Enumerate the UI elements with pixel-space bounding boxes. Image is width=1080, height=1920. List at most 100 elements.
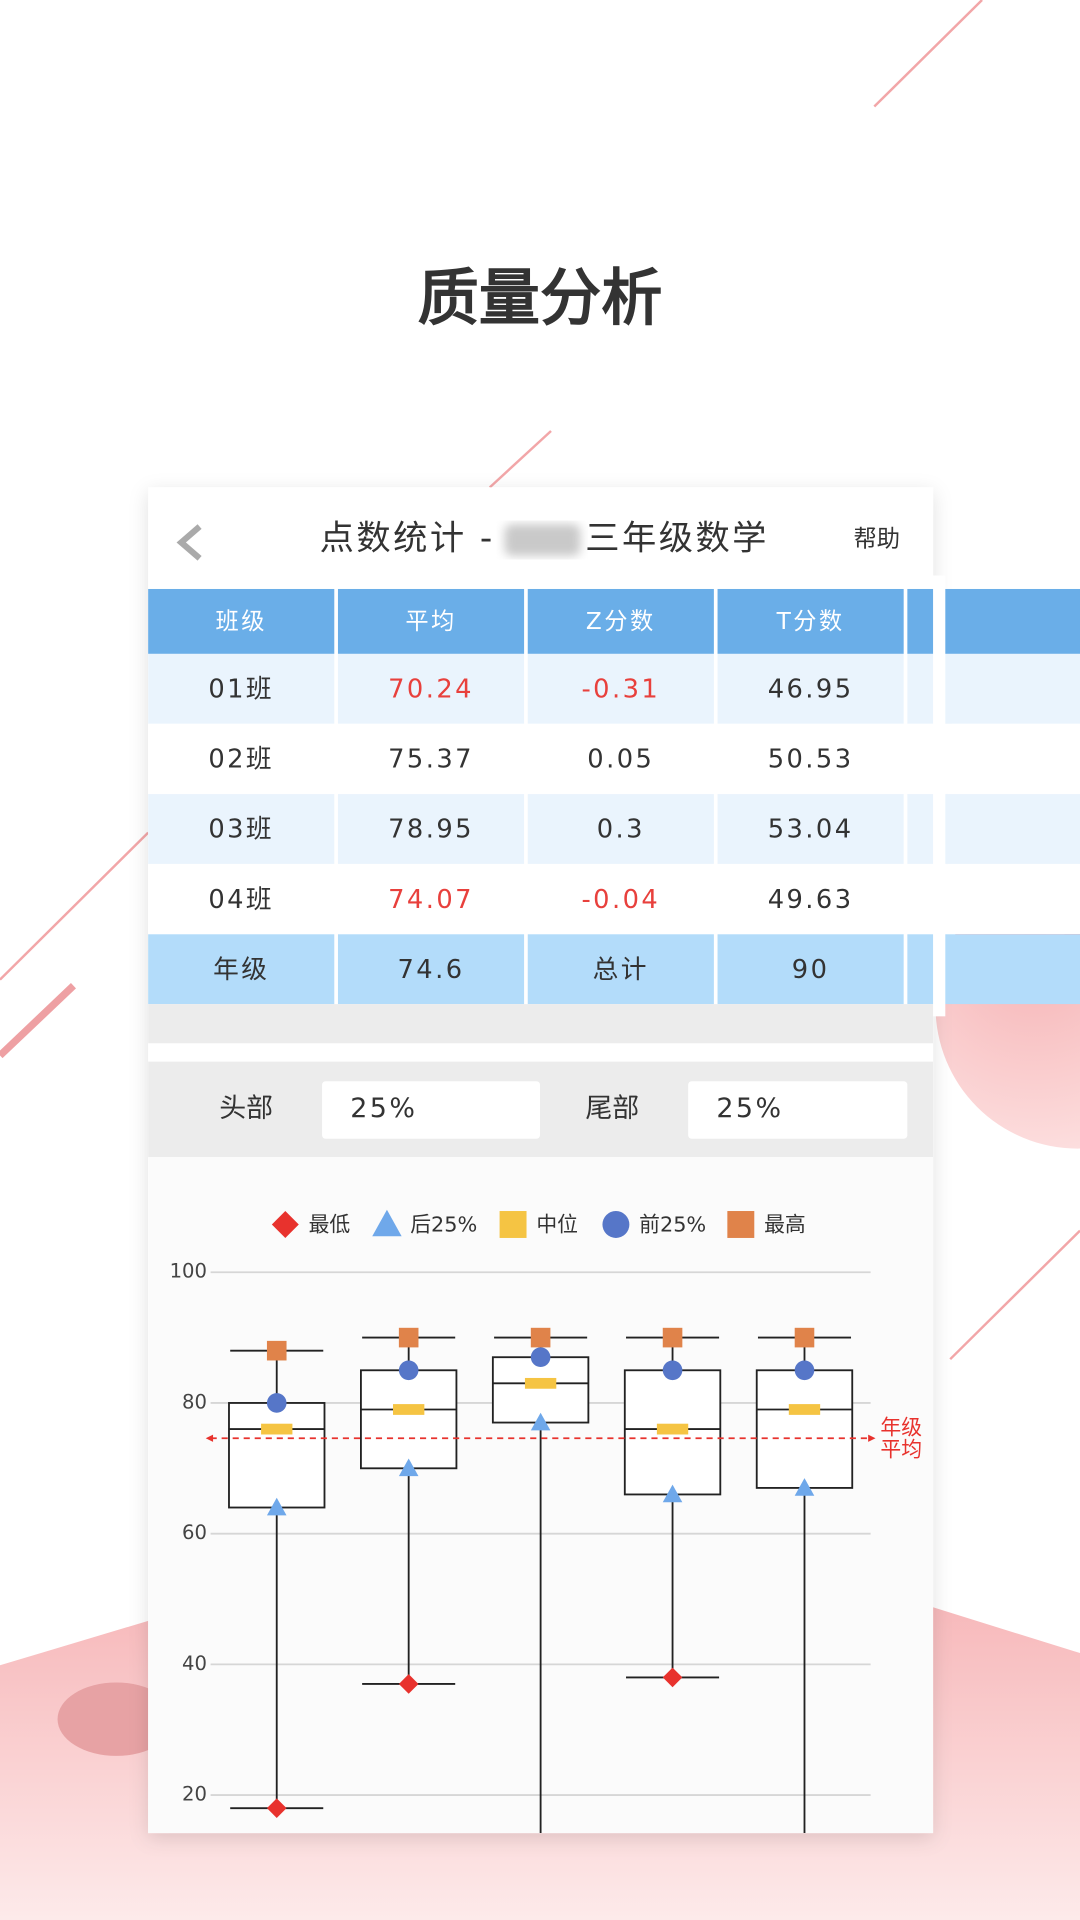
cell-text: 50.53 [768, 745, 854, 775]
point-circle [266, 1393, 287, 1413]
help-button[interactable]: 帮助 [853, 526, 900, 553]
table-clip [933, 575, 946, 1017]
table-cell [148, 794, 335, 864]
table-cell [527, 653, 714, 724]
cell-text: 74.6 [398, 955, 465, 985]
cell-text: 总计 [593, 955, 649, 985]
table-cell [527, 864, 714, 934]
point-triangle [266, 1497, 287, 1516]
table-cell [337, 653, 525, 724]
table-cell [527, 723, 714, 794]
table-cell [148, 588, 335, 654]
cell-text: 53.04 [768, 815, 854, 845]
app-title: 三年级数学 [585, 519, 769, 559]
table-cell [337, 934, 525, 1005]
legend-label: 后25% [410, 1213, 477, 1237]
point-rect [656, 1423, 689, 1435]
cell-text: -0.31 [581, 675, 660, 705]
point-circle [530, 1347, 551, 1368]
reference-label: 平均 [880, 1437, 922, 1461]
divider [148, 1004, 934, 1044]
table-cell [527, 934, 714, 1005]
y-tick-label: 80 [182, 1390, 207, 1413]
point-square [530, 1327, 551, 1348]
y-tick-label: 20 [182, 1783, 207, 1806]
filter-label: 头部 [219, 1093, 273, 1124]
point-triangle [398, 1458, 419, 1477]
y-tick-label: 60 [182, 1521, 207, 1544]
point-diamond [398, 1674, 419, 1694]
cell-text: 0.05 [587, 745, 654, 775]
point-circle [398, 1360, 419, 1381]
y-tick-label: 100 [170, 1260, 207, 1283]
cell-text: 04班 [208, 885, 274, 915]
table-cell [148, 934, 335, 1005]
table-cell [148, 864, 335, 934]
legend-label: 最高 [764, 1213, 806, 1237]
point-triangle [530, 1412, 551, 1431]
input-value: 25% [350, 1093, 417, 1124]
cell-text: 02班 [208, 745, 274, 775]
table-cell [717, 864, 904, 934]
point-square [266, 1340, 287, 1361]
table-cell [148, 653, 335, 724]
point-rect [524, 1377, 557, 1389]
box [228, 1402, 326, 1509]
reference-arrow [868, 1434, 876, 1442]
head-input[interactable] [322, 1081, 540, 1139]
legend-label: 最低 [309, 1213, 351, 1237]
cell-text: 年级 [213, 955, 269, 985]
reference-label: 年级 [880, 1415, 922, 1439]
cell-text: T分数 [776, 608, 845, 635]
table-cell [337, 723, 525, 794]
box [491, 1356, 590, 1424]
table-cell [717, 723, 904, 794]
blurred-name [504, 524, 581, 556]
plot [228, 1327, 854, 1834]
legend-label: 中位 [536, 1213, 578, 1237]
point-circle [662, 1360, 683, 1381]
point-square [398, 1327, 419, 1348]
table-cell [527, 794, 714, 864]
page-title: 质量分析 [418, 263, 663, 334]
point-rect [261, 1423, 293, 1435]
cell-text: 03班 [208, 815, 274, 845]
table-cell [717, 794, 904, 864]
cell-text: 0.3 [597, 815, 645, 845]
box [360, 1369, 458, 1470]
point-rect [393, 1404, 425, 1415]
point-triangle [662, 1484, 683, 1503]
cell-text: Z分数 [586, 608, 656, 635]
table-cell [717, 653, 904, 724]
cell-text: 班级 [216, 608, 267, 635]
legend-marker [499, 1211, 527, 1238]
legend-marker [372, 1209, 402, 1237]
filter-label: 尾部 [585, 1093, 639, 1124]
point-triangle [794, 1478, 815, 1496]
table-cell [717, 588, 904, 654]
table-cell [148, 723, 335, 794]
table: 班级 平均 Z分数 T分数 01班 70.24 -0.31 46.95 02班 75.37 0.05… [148, 575, 1080, 1017]
y-tick-label: 40 [182, 1652, 207, 1675]
cell-text: 75.37 [388, 745, 474, 775]
app-title: 点数统计 - [320, 519, 495, 559]
box [755, 1369, 854, 1489]
point-square [794, 1327, 815, 1348]
legend-label: 前25% [639, 1213, 706, 1237]
table-cell [337, 588, 525, 654]
point-diamond [662, 1667, 683, 1688]
table-cell [717, 934, 904, 1005]
cell-text: 70.24 [388, 675, 474, 705]
cell-text: 90 [792, 955, 830, 985]
tail-input[interactable] [688, 1081, 908, 1139]
back-button[interactable] [176, 524, 202, 561]
table-cell [337, 864, 525, 934]
point-square [662, 1327, 683, 1348]
table-cell [527, 588, 714, 654]
legend-marker [727, 1211, 755, 1238]
legend-marker [602, 1211, 630, 1238]
cell-text: 78.95 [388, 815, 474, 845]
